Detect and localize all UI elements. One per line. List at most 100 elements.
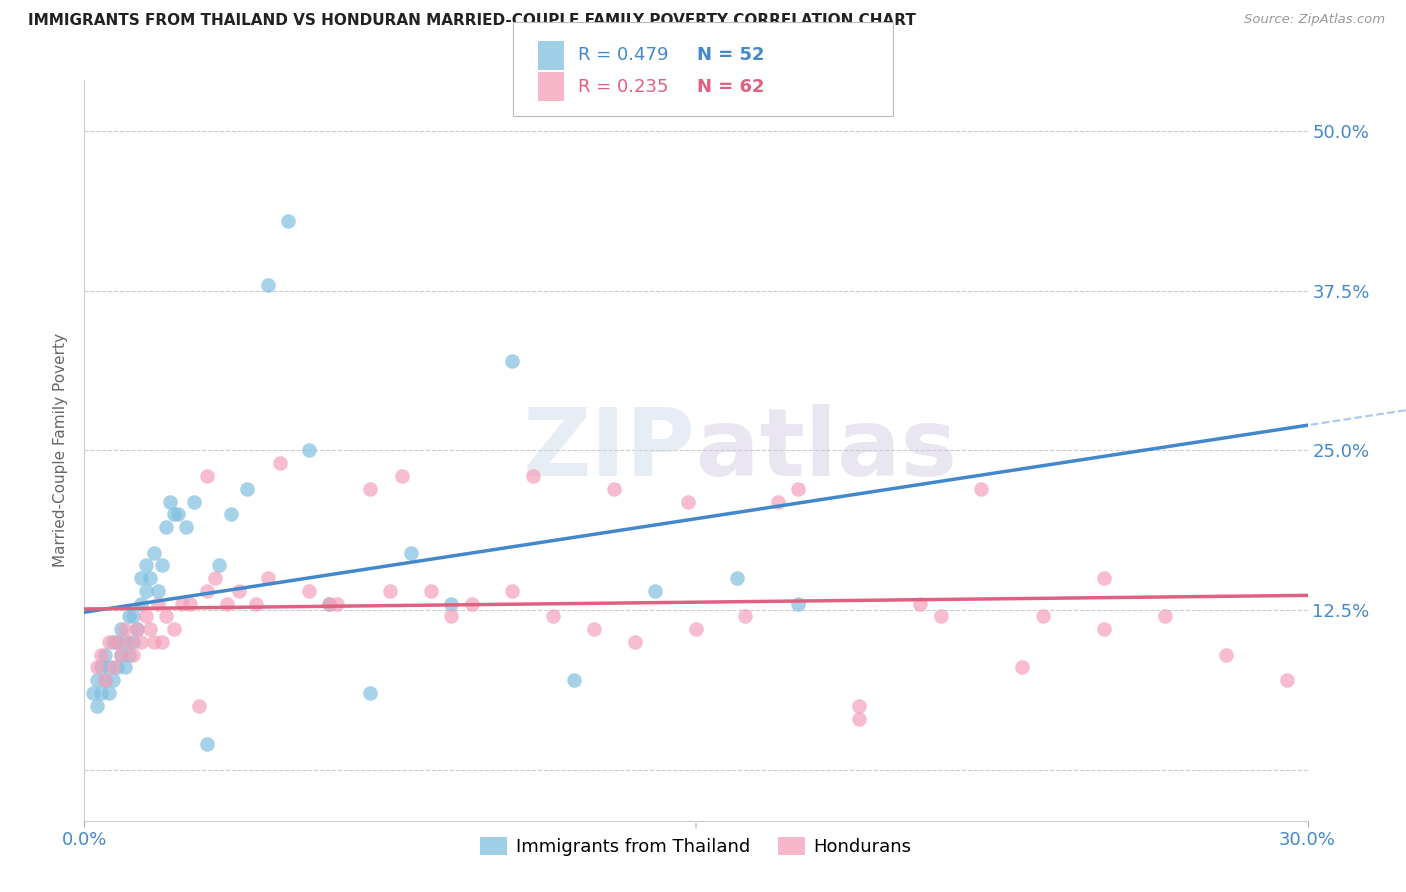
Point xyxy=(359,482,381,496)
Point xyxy=(127,622,149,636)
Point xyxy=(848,698,870,713)
Point xyxy=(644,583,666,598)
Point xyxy=(122,648,145,662)
Point xyxy=(685,622,707,636)
Point xyxy=(440,609,463,624)
Point xyxy=(90,648,112,662)
Point xyxy=(131,571,153,585)
Point xyxy=(217,597,239,611)
Point xyxy=(624,635,647,649)
Point xyxy=(440,597,463,611)
Point xyxy=(142,545,165,559)
Point xyxy=(97,660,120,674)
Legend: Immigrants from Thailand, Hondurans: Immigrants from Thailand, Hondurans xyxy=(472,830,920,863)
Point xyxy=(1277,673,1299,688)
Point xyxy=(848,712,870,726)
Point xyxy=(86,660,108,674)
Point xyxy=(208,558,231,573)
Point xyxy=(155,609,177,624)
Point xyxy=(461,597,484,611)
Point xyxy=(236,482,259,496)
Point xyxy=(734,609,756,624)
Point xyxy=(118,609,141,624)
Point xyxy=(90,660,112,674)
Point xyxy=(359,686,381,700)
Point xyxy=(86,673,108,688)
Point xyxy=(118,635,141,649)
Point xyxy=(93,673,115,688)
Point xyxy=(150,635,173,649)
Point xyxy=(167,508,190,522)
Point xyxy=(183,494,205,508)
Point xyxy=(146,583,169,598)
Point xyxy=(257,277,280,292)
Point xyxy=(562,673,585,688)
Point xyxy=(101,635,124,649)
Point xyxy=(127,622,149,636)
Point xyxy=(97,635,120,649)
Point xyxy=(195,737,218,751)
Y-axis label: Married-Couple Family Poverty: Married-Couple Family Poverty xyxy=(53,334,69,567)
Point xyxy=(1011,660,1033,674)
Text: IMMIGRANTS FROM THAILAND VS HONDURAN MARRIED-COUPLE FAMILY POVERTY CORRELATION C: IMMIGRANTS FROM THAILAND VS HONDURAN MAR… xyxy=(28,13,915,29)
Point xyxy=(929,609,952,624)
Point xyxy=(118,648,141,662)
Point xyxy=(1215,648,1237,662)
Point xyxy=(135,583,157,598)
Point xyxy=(105,635,128,649)
Text: R = 0.479: R = 0.479 xyxy=(578,46,668,64)
Point xyxy=(179,597,201,611)
Point xyxy=(114,622,136,636)
Text: ZIP: ZIP xyxy=(523,404,696,497)
Point xyxy=(163,622,186,636)
Point xyxy=(269,456,291,470)
Point xyxy=(187,698,209,713)
Point xyxy=(114,660,136,674)
Text: N = 52: N = 52 xyxy=(697,46,765,64)
Point xyxy=(1032,609,1054,624)
Point xyxy=(150,558,173,573)
Point xyxy=(910,597,932,611)
Point xyxy=(787,482,810,496)
Point xyxy=(195,469,218,483)
Text: Source: ZipAtlas.com: Source: ZipAtlas.com xyxy=(1244,13,1385,27)
Point xyxy=(787,597,810,611)
Point xyxy=(122,635,145,649)
Point xyxy=(1092,571,1115,585)
Point xyxy=(90,686,112,700)
Point xyxy=(298,443,321,458)
Point xyxy=(93,648,115,662)
Point xyxy=(522,469,544,483)
Point xyxy=(725,571,748,585)
Point xyxy=(93,673,115,688)
Point xyxy=(257,571,280,585)
Point xyxy=(603,482,626,496)
Point xyxy=(970,482,993,496)
Point xyxy=(502,354,524,368)
Point xyxy=(195,583,218,598)
Point xyxy=(142,635,165,649)
Point xyxy=(131,597,153,611)
Point xyxy=(97,686,120,700)
Point xyxy=(110,648,132,662)
Point xyxy=(245,597,267,611)
Point xyxy=(204,571,226,585)
Point xyxy=(135,558,157,573)
Point xyxy=(326,597,349,611)
Point xyxy=(318,597,340,611)
Point xyxy=(163,508,186,522)
Point xyxy=(110,622,132,636)
Point xyxy=(766,494,789,508)
Point xyxy=(318,597,340,611)
Point xyxy=(105,660,128,674)
Point xyxy=(82,686,104,700)
Point xyxy=(502,583,524,598)
Point xyxy=(131,635,153,649)
Point xyxy=(1154,609,1177,624)
Point xyxy=(146,597,169,611)
Point xyxy=(676,494,699,508)
Point xyxy=(138,571,160,585)
Point xyxy=(155,520,177,534)
Point xyxy=(86,698,108,713)
Point xyxy=(228,583,250,598)
